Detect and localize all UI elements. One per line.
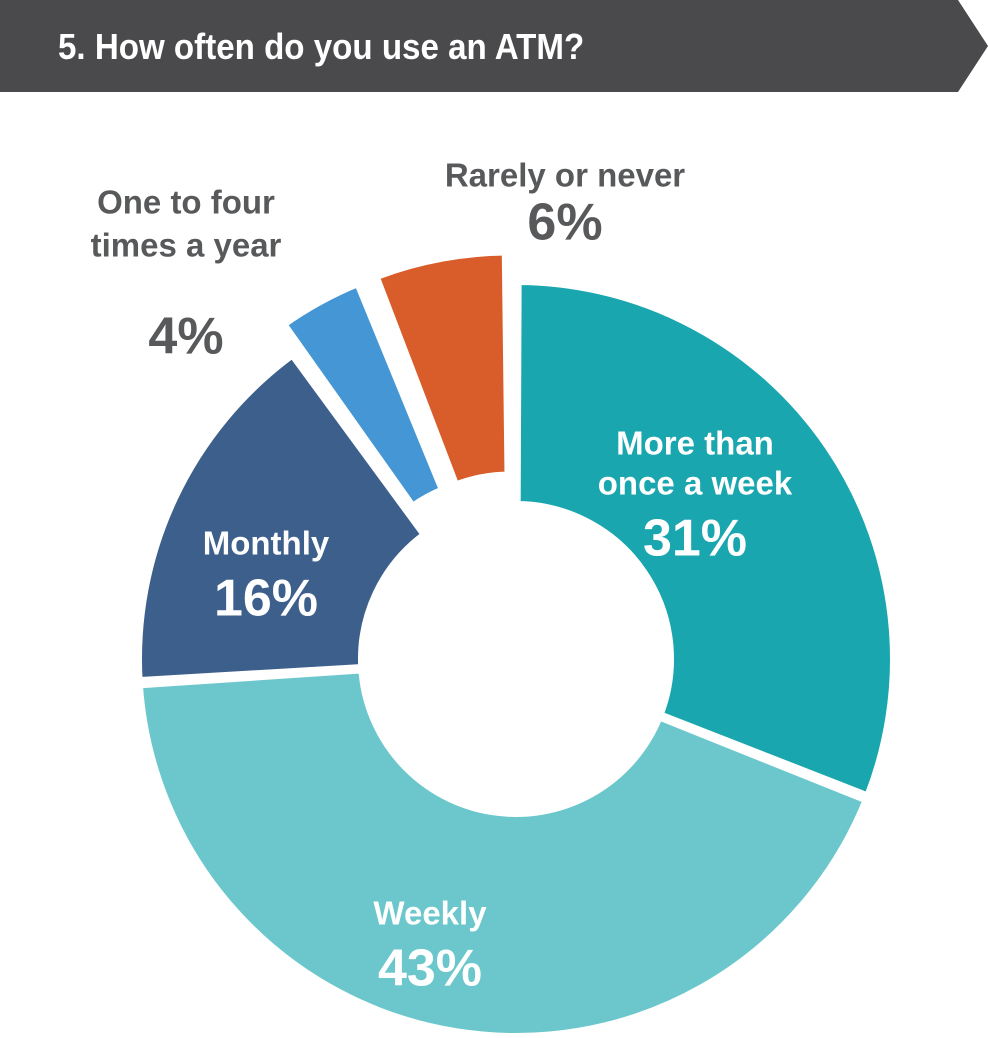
- slice-label-one-to-four-times-a-year-line-1: One to four: [97, 184, 275, 221]
- slice-rarely-or-never: [370, 247, 513, 491]
- slice-label-more-than-once-a-week-line-1: More than: [616, 425, 774, 462]
- slice-label-rarely-or-never: Rarely or never: [445, 157, 685, 194]
- slice-value-monthly: 16%: [214, 570, 318, 628]
- slice-value-rarely-or-never: 6%: [527, 194, 602, 252]
- chart-title: 5. How often do you use an ATM?: [58, 26, 585, 67]
- slice-label-weekly: Weekly: [373, 895, 487, 932]
- slice-weekly: [134, 665, 873, 1038]
- slice-one-to-four-times-a-year: [277, 277, 449, 513]
- slices-layer: [134, 247, 898, 1038]
- slice-more-than-once-a-week: [512, 276, 898, 802]
- slice-value-more-than-once-a-week: 31%: [643, 510, 747, 568]
- slice-label-one-to-four-times-a-year-line-2: times a year: [91, 227, 282, 264]
- slice-value-one-to-four-times-a-year: 4%: [148, 308, 223, 366]
- slice-value-weekly: 43%: [378, 940, 482, 998]
- slice-label-monthly: Monthly: [203, 525, 330, 562]
- slice-monthly: [134, 348, 431, 686]
- slice-label-more-than-once-a-week-line-2: once a week: [598, 465, 793, 502]
- title-banner: [0, 0, 988, 92]
- title-banner-shape: [0, 0, 988, 92]
